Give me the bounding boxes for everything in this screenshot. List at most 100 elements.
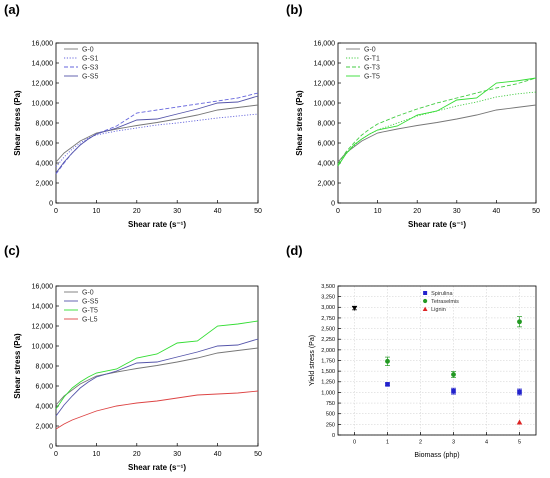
data-point-square <box>385 382 390 387</box>
y-tick-label: 1,250 <box>321 380 335 386</box>
legend-label: G-T1 <box>364 56 380 63</box>
series-line-g-t3 <box>337 77 537 165</box>
y-tick-label: 0 <box>49 200 53 207</box>
data-point-triangle <box>422 306 428 311</box>
y-tick-label: 4,000 <box>35 403 53 410</box>
panel-label: (a) <box>4 2 20 17</box>
x-tick-label: 10 <box>93 451 101 458</box>
data-point-circle <box>517 319 522 325</box>
x-tick-label: 30 <box>173 208 181 215</box>
y-tick-label: 10,000 <box>32 343 54 350</box>
y-tick-label: 750 <box>326 401 335 407</box>
y-tick-label: 2,250 <box>321 337 335 343</box>
x-tick-label: 0 <box>336 208 340 215</box>
x-tick-label: 10 <box>374 208 382 215</box>
y-tick-label: 10,000 <box>32 100 54 107</box>
x-tick-label: 3 <box>452 440 455 446</box>
y-tick-label: 14,000 <box>314 60 336 67</box>
x-tick-label: 40 <box>214 208 222 215</box>
x-tick-label: 50 <box>254 208 262 215</box>
y-tick-label: 12,000 <box>32 323 54 330</box>
y-axis-label: Shear stress (Pa) <box>13 333 22 399</box>
series-line-g-0 <box>337 104 537 163</box>
y-tick-label: 2,000 <box>317 180 335 187</box>
y-tick-label: 1,750 <box>321 358 335 364</box>
legend-label: G-0 <box>364 47 376 54</box>
x-tick-label: 40 <box>493 208 501 215</box>
y-tick-label: 16,000 <box>32 283 54 290</box>
y-tick-label: 1,000 <box>321 390 335 396</box>
y-tick-label: 8,000 <box>35 120 53 127</box>
series-line-g-l5 <box>55 390 259 430</box>
y-tick-label: 3,500 <box>321 284 335 290</box>
y-axis-label: Yield stress (Pa) <box>309 335 316 386</box>
data-point-triangle <box>516 419 523 425</box>
y-tick-label: 0 <box>332 433 335 439</box>
y-tick-label: 10,000 <box>314 100 336 107</box>
x-tick-label: 50 <box>254 451 262 458</box>
legend-label: G-T5 <box>364 74 380 81</box>
x-tick-label: 1 <box>386 440 389 446</box>
legend-label: G-L5 <box>82 317 98 324</box>
data-point-circle <box>385 358 390 364</box>
data-point-square <box>451 388 456 394</box>
panel-d: (d) Yield stress (Pa) Biomass (php) 0 250… <box>286 243 537 459</box>
x-tick-label: 0 <box>54 208 58 215</box>
x-tick-label: 30 <box>453 208 461 215</box>
x-axis-label: Biomass (php) <box>414 452 459 459</box>
x-tick-label: 40 <box>214 451 222 458</box>
panel-label: (c) <box>4 243 20 258</box>
y-tick-label: 2,000 <box>321 348 335 354</box>
legend-label: G-T3 <box>364 65 380 72</box>
y-tick-label: 8,000 <box>35 363 53 370</box>
x-tick-label: 10 <box>93 208 101 215</box>
legend-label: G-S3 <box>82 65 98 72</box>
y-tick-label: 3,250 <box>321 295 335 301</box>
y-tick-label: 0 <box>49 443 53 450</box>
legend-label: G-S1 <box>82 56 98 63</box>
y-tick-label: 500 <box>326 412 335 418</box>
y-tick-label: 2,000 <box>35 180 53 187</box>
series-line-g-t1 <box>337 91 537 166</box>
data-point-square <box>423 291 428 295</box>
x-tick-label: 5 <box>518 440 521 446</box>
panel-b: (b) Shear stress (Pa) Shear rate (s⁻¹) 0… <box>286 2 540 229</box>
data-point-square <box>517 389 522 395</box>
legend-label: G-0 <box>82 290 94 297</box>
panel-a: (a) Shear stress (Pa) Shear rate (s⁻¹) 0… <box>4 2 262 229</box>
y-tick-label: 250 <box>326 422 335 428</box>
y-tick-label: 1,500 <box>321 369 335 375</box>
legend-label: G-S5 <box>82 299 98 306</box>
y-tick-label: 6,000 <box>35 383 53 390</box>
x-axis-label: Shear rate (s⁻¹) <box>408 220 466 229</box>
data-point-circle <box>451 372 456 377</box>
series-line-g-t5 <box>55 320 259 410</box>
y-tick-label: 2,500 <box>321 326 335 332</box>
legend-label: G-0 <box>82 47 94 54</box>
x-axis-label: Shear rate (s⁻¹) <box>128 463 186 472</box>
legend-label: G-T5 <box>82 308 98 315</box>
legend-label: Spirulina <box>431 291 453 297</box>
x-tick-label: 4 <box>485 440 488 446</box>
x-tick-label: 0 <box>353 440 356 446</box>
y-tick-label: 16,000 <box>314 40 336 47</box>
series-line-g-s1 <box>55 113 259 168</box>
legend-label: G-S5 <box>82 74 98 81</box>
panel-c: (c) Shear stress (Pa) Shear rate (s⁻¹) 0… <box>4 243 262 472</box>
data-point-circle <box>423 298 428 304</box>
y-tick-label: 14,000 <box>32 60 54 67</box>
series-line-g-t5 <box>337 77 537 167</box>
y-tick-label: 2,750 <box>321 316 335 322</box>
x-tick-label: 0 <box>54 451 58 458</box>
y-tick-label: 12,000 <box>314 80 336 87</box>
y-axis-label: Shear stress (Pa) <box>13 90 22 156</box>
y-tick-label: 4,000 <box>35 160 53 167</box>
y-tick-label: 12,000 <box>32 80 54 87</box>
series-line-g-0 <box>55 347 259 406</box>
y-tick-label: 8,000 <box>317 120 335 127</box>
x-tick-label: 50 <box>532 208 540 215</box>
panel-label: (d) <box>286 243 303 258</box>
legend-label: Tetraselmis <box>431 299 459 305</box>
y-tick-label: 16,000 <box>32 40 54 47</box>
